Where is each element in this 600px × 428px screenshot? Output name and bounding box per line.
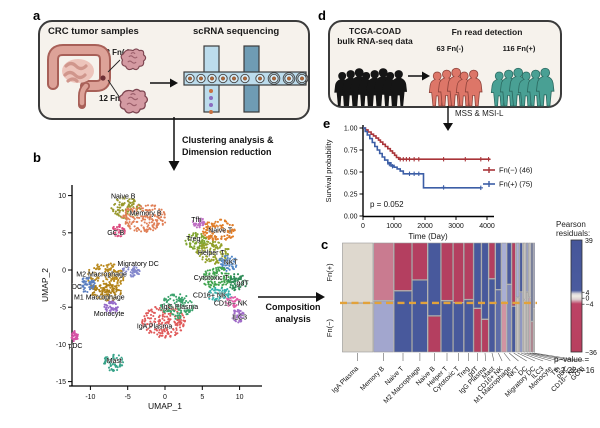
svg-text:NKT: NKT: [224, 260, 239, 267]
svg-text:0: 0: [62, 268, 66, 275]
svg-text:gdT: gdT: [237, 280, 250, 287]
svg-text:0: 0: [361, 223, 365, 230]
svg-text:IgA Plasma: IgA Plasma: [331, 365, 360, 394]
svg-text:0.00: 0.00: [344, 214, 358, 221]
svg-text:−4: −4: [586, 302, 594, 309]
svg-text:3000: 3000: [448, 223, 464, 230]
svg-text:0: 0: [586, 296, 590, 303]
svg-text:Tfh: Tfh: [191, 217, 201, 224]
svg-text:2000: 2000: [417, 223, 433, 230]
svg-text:4: 4: [586, 290, 590, 297]
svg-text:0.50: 0.50: [344, 170, 358, 177]
composition-label-line2: analysis: [275, 314, 311, 324]
svg-text:CD16+ NK: CD16+ NK: [193, 292, 227, 299]
svg-text:Treg: Treg: [186, 236, 200, 243]
pearson-legend-title-line2: residuals:: [556, 229, 591, 238]
sample-count-fn-negative: 12 Fn(-): [101, 48, 130, 57]
svg-text:-10: -10: [85, 394, 95, 401]
svg-text:GC B: GC B: [107, 230, 124, 237]
svg-text:DC: DC: [517, 365, 529, 377]
svg-text:IgA Plasma: IgA Plasma: [137, 324, 173, 331]
svg-text:pDC: pDC: [68, 343, 82, 350]
svg-text:Time (Day): Time (Day): [408, 232, 448, 241]
svg-text:Memory B: Memory B: [130, 210, 162, 217]
svg-text:Fn(−) (46): Fn(−) (46): [499, 166, 533, 175]
survival-plot: 0 1000 2000 3000 4000 1.00 0.75 0.50 0.25 0.00 p =…: [324, 125, 533, 241]
svg-text:CD16− NK: CD16− NK: [214, 300, 248, 307]
svg-text:ILC3: ILC3: [232, 315, 247, 322]
svg-text:1000: 1000: [386, 223, 402, 230]
svg-text:Mast: Mast: [107, 358, 122, 365]
svg-text:Survival probability: Survival probability: [324, 139, 333, 202]
umap-plot: -10 -5 0 5 10 10 5 0 -5 -10 -15 Naive B Memory B GC B…: [40, 117, 262, 411]
svg-text:M2 Macrophage: M2 Macrophage: [76, 271, 127, 278]
svg-text:10: 10: [236, 394, 244, 401]
svg-text:1.00: 1.00: [344, 126, 358, 133]
group-count-fn-positive: 116 Fn(+): [502, 44, 536, 53]
panel-d-letter: d: [318, 8, 326, 23]
panel-a-illustration: [47, 44, 309, 114]
svg-text:-10: -10: [56, 342, 66, 349]
panel-d-title-line1: TCGA-COAD: [349, 26, 401, 36]
svg-text:39: 39: [585, 238, 593, 245]
svg-text:0: 0: [163, 394, 167, 401]
svg-text:5: 5: [200, 394, 204, 401]
panel-a-title-left: CRC tumor samples: [48, 26, 139, 37]
svg-text:Monocyte: Monocyte: [94, 311, 124, 318]
svg-text:p = 0.052: p = 0.052: [370, 200, 404, 209]
group-count-fn-negative: 63 Fn(-): [436, 44, 464, 53]
mosaic-pvalue-line1: p−value =: [554, 355, 590, 364]
panel-d-illustration: [334, 67, 555, 107]
svg-text:Cytotoxic T: Cytotoxic T: [194, 275, 230, 282]
panel-e-letter: e: [323, 116, 331, 131]
svg-text:Helper T: Helper T: [198, 250, 225, 257]
svg-text:0.25: 0.25: [344, 192, 358, 199]
svg-text:Naive B: Naive B: [111, 193, 136, 200]
clustering-label-line1: Clustering analysis &: [182, 135, 274, 145]
svg-text:Fn(+) (75): Fn(+) (75): [499, 180, 533, 189]
svg-text:DC: DC: [72, 284, 82, 291]
sample-count-fn-positive: 12 Fn(+): [99, 94, 130, 103]
svg-text:0.75: 0.75: [344, 148, 358, 155]
svg-text:−36: −36: [585, 350, 597, 357]
svg-text:Naive T: Naive T: [208, 228, 233, 235]
right-arrow-icon: [258, 292, 325, 302]
svg-text:4000: 4000: [479, 223, 495, 230]
svg-text:M1 Macrophage: M1 Macrophage: [74, 295, 125, 302]
mosaic-pvalue-line2: < 2.22e−16: [554, 366, 595, 375]
svg-text:UMAP_2: UMAP_2: [40, 268, 50, 302]
panel-b-letter: b: [33, 150, 41, 165]
panel-a-letter: a: [33, 8, 41, 23]
svg-text:Fn(−): Fn(−): [325, 318, 334, 337]
svg-text:Fn(+): Fn(+): [325, 263, 334, 282]
panel-d-detect-title: Fn read detection: [451, 27, 523, 37]
svg-text:-5: -5: [60, 305, 66, 312]
panel-a-title-right: scRNA sequencing: [193, 26, 280, 37]
filter-label: MSS & MSI-L: [455, 109, 504, 118]
svg-text:-5: -5: [125, 394, 131, 401]
clustering-label-line2: Dimension reduction: [182, 147, 272, 157]
svg-text:10: 10: [58, 193, 66, 200]
panel-d-title-line2: bulk RNA-seq data: [337, 36, 413, 46]
composition-label-line1: Composition: [265, 302, 321, 312]
svg-text:UMAP_1: UMAP_1: [148, 401, 182, 411]
panel-c-letter: c: [321, 237, 329, 252]
svg-text:Migratory DC: Migratory DC: [118, 261, 159, 268]
down-arrow-icon: [443, 106, 453, 131]
svg-text:5: 5: [62, 230, 66, 237]
svg-text:-15: -15: [56, 379, 66, 386]
svg-text:IgG Plasma: IgG Plasma: [162, 304, 199, 311]
pearson-legend-title-line1: Pearson: [556, 220, 586, 229]
svg-text:Memory B: Memory B: [359, 365, 386, 392]
